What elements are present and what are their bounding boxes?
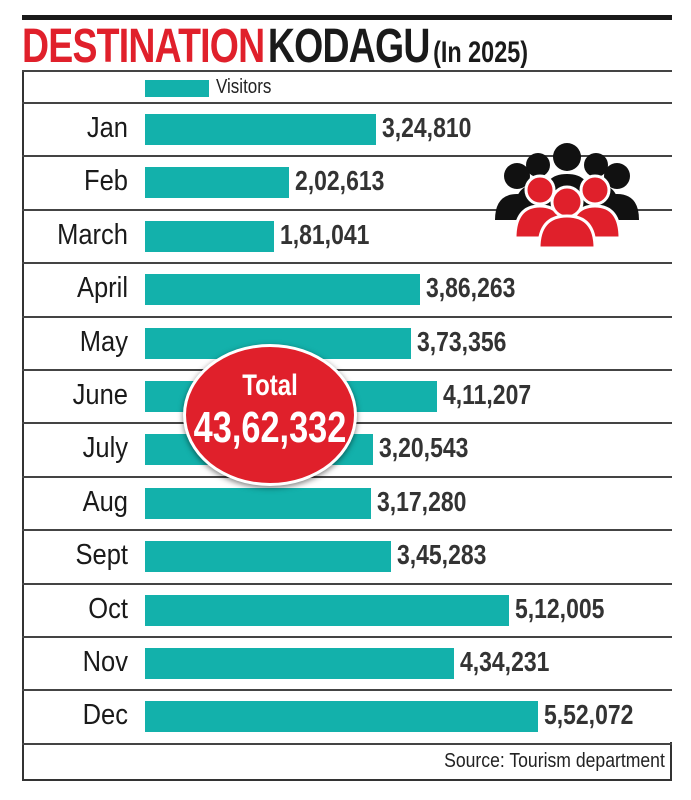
bar-march	[145, 220, 274, 252]
row-divider	[22, 315, 672, 318]
category-label: April	[76, 272, 128, 305]
bar-dec	[145, 701, 538, 733]
row-divider	[22, 475, 672, 478]
category-label: Dec	[82, 699, 128, 732]
data-label: 3,20,543	[378, 432, 469, 464]
title-kodagu: KODAGU	[267, 20, 430, 73]
row-divider	[22, 636, 672, 638]
title-year: (In 2025)	[433, 36, 529, 69]
bar-aug	[145, 487, 371, 519]
category-label: Aug	[82, 485, 128, 518]
row-divider	[22, 208, 672, 211]
total-badge: Total 43,62,332	[183, 344, 357, 486]
category-label: May	[79, 325, 128, 358]
category-label: June	[72, 379, 128, 411]
row-divider	[22, 689, 672, 692]
title-destination: DESTINATION	[22, 20, 265, 73]
data-label: 3,45,283	[396, 539, 486, 571]
category-label: Feb	[84, 165, 128, 198]
row-divider	[22, 262, 672, 265]
data-label: 4,11,207	[443, 379, 532, 410]
people-group-icon	[495, 143, 639, 250]
row-divider	[22, 582, 672, 585]
row-divider	[22, 369, 672, 371]
legend-label: Visitors	[216, 76, 272, 98]
total-label: Total	[242, 369, 298, 402]
category-label: Oct	[88, 592, 128, 625]
legend-swatch	[145, 80, 209, 97]
category-label: Jan	[86, 112, 128, 144]
bar-april	[145, 274, 420, 306]
chart-frame	[22, 70, 672, 781]
bar-oct	[145, 594, 510, 626]
row-divider	[22, 155, 672, 158]
data-label: 3,24,810	[382, 112, 472, 143]
data-label: 2,02,613	[295, 165, 385, 197]
source-note: Source: Tourism department	[444, 750, 665, 772]
category-label: Nov	[82, 646, 128, 678]
data-label: 3,17,280	[376, 485, 467, 517]
row-divider	[22, 529, 672, 532]
category-label: March	[57, 218, 128, 251]
data-label: 3,73,356	[416, 325, 506, 357]
row-divider	[22, 742, 672, 745]
data-label: 1,81,041	[279, 218, 370, 250]
category-label: Sept	[75, 539, 128, 572]
bar-nov	[145, 648, 454, 679]
data-label: 3,86,263	[425, 272, 516, 304]
data-label: 5,12,005	[515, 592, 605, 624]
bar-feb	[145, 167, 290, 199]
category-label: July	[82, 432, 128, 465]
divider	[22, 70, 672, 72]
row-divider	[22, 102, 672, 104]
data-label: 5,52,072	[543, 699, 634, 731]
frame-right-border	[670, 742, 672, 781]
chart-title: DESTINATION KODAGU (In 2025)	[22, 22, 528, 72]
bar-sept	[145, 541, 391, 573]
data-label: 4,34,231	[459, 646, 550, 677]
total-value: 43,62,332	[193, 403, 347, 452]
bar-jan	[145, 114, 376, 145]
top-rule	[22, 15, 672, 20]
